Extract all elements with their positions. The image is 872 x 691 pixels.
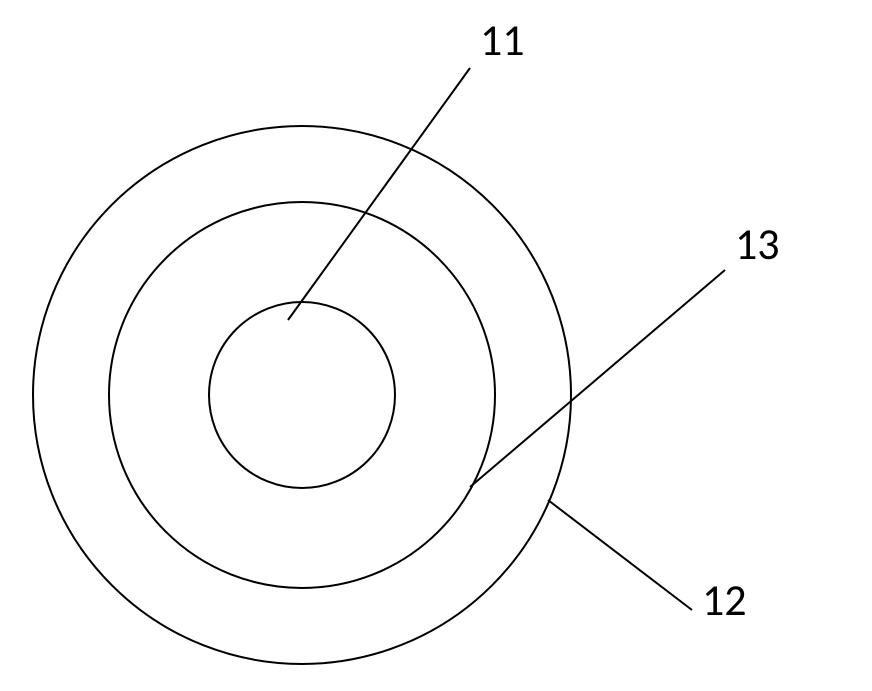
label-13: 13 xyxy=(735,217,780,271)
leader-line-12 xyxy=(548,500,692,610)
label-12: 12 xyxy=(702,573,747,627)
outer-circle xyxy=(33,126,571,664)
leader-line-13 xyxy=(470,270,725,487)
middle-circle xyxy=(109,202,495,588)
inner-circle xyxy=(209,302,395,488)
leader-line-11 xyxy=(288,68,470,320)
label-11: 11 xyxy=(480,13,525,67)
